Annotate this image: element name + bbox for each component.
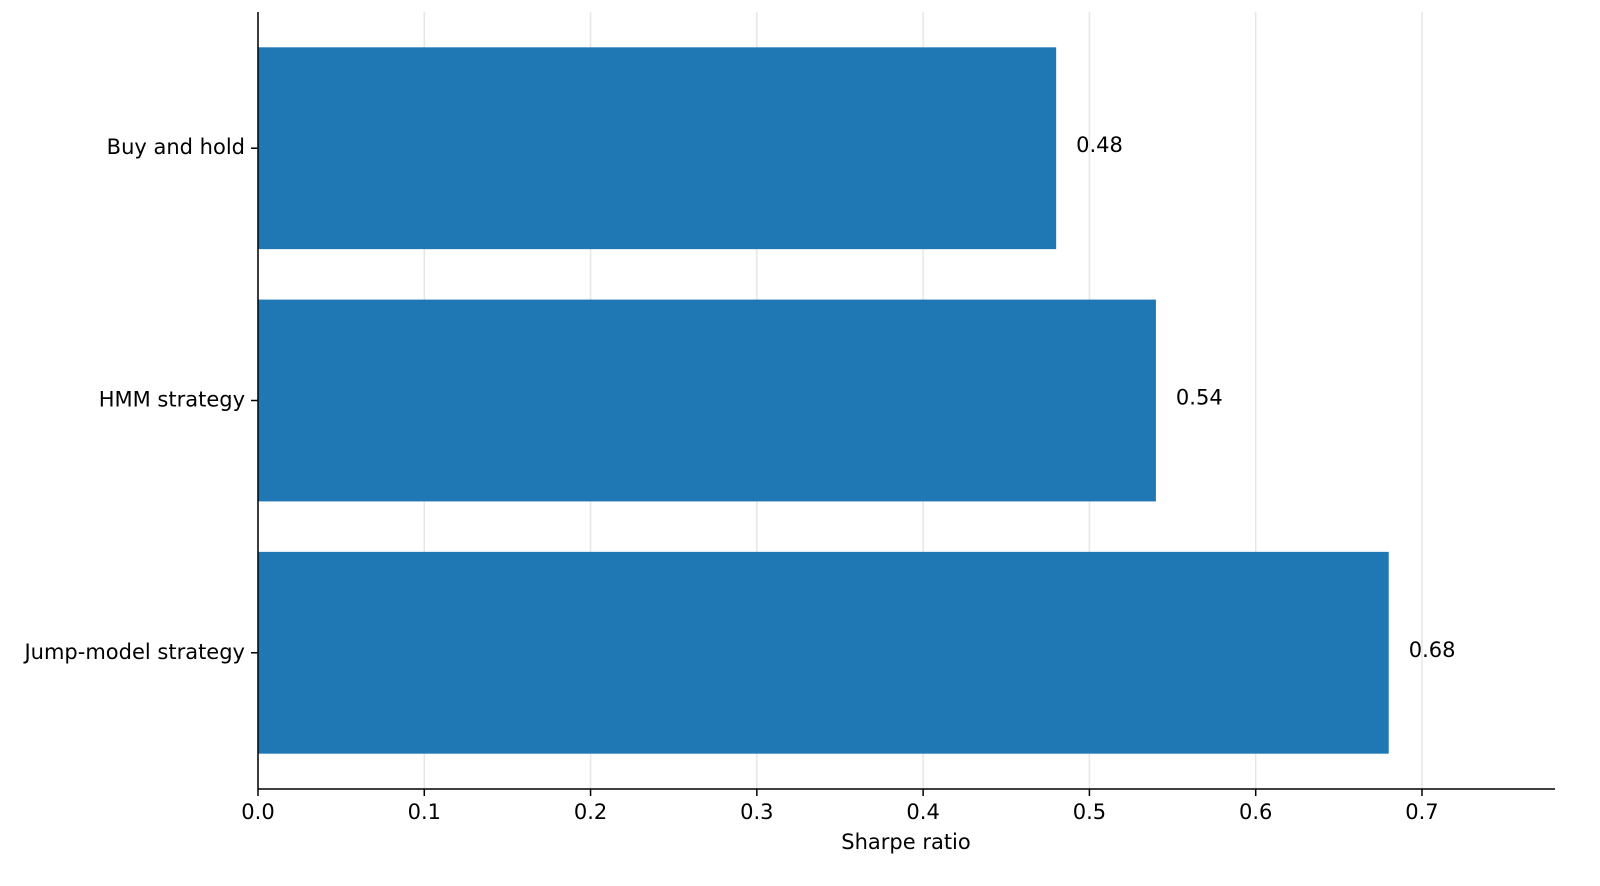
x-axis-label: Sharpe ratio: [841, 830, 971, 854]
x-tick-label: 0.4: [906, 800, 939, 824]
bar: [258, 551, 1389, 754]
x-tick-label: 0.6: [1239, 800, 1272, 824]
value-label: 0.68: [1409, 638, 1456, 662]
x-tick-label: 0.0: [241, 800, 274, 824]
x-tick-label: 0.3: [740, 800, 773, 824]
x-tick-label: 0.5: [1073, 800, 1106, 824]
x-tick-label: 0.7: [1405, 800, 1438, 824]
y-tick-label: Buy and hold: [107, 135, 245, 159]
value-label: 0.48: [1076, 133, 1123, 157]
bar: [258, 299, 1156, 502]
value-label: 0.54: [1176, 386, 1223, 410]
bar: [258, 47, 1057, 250]
x-tick-label: 0.2: [574, 800, 607, 824]
x-tick-label: 0.1: [408, 800, 441, 824]
y-tick-label: HMM strategy: [99, 388, 245, 412]
y-tick-label: Jump-model strategy: [22, 640, 245, 664]
